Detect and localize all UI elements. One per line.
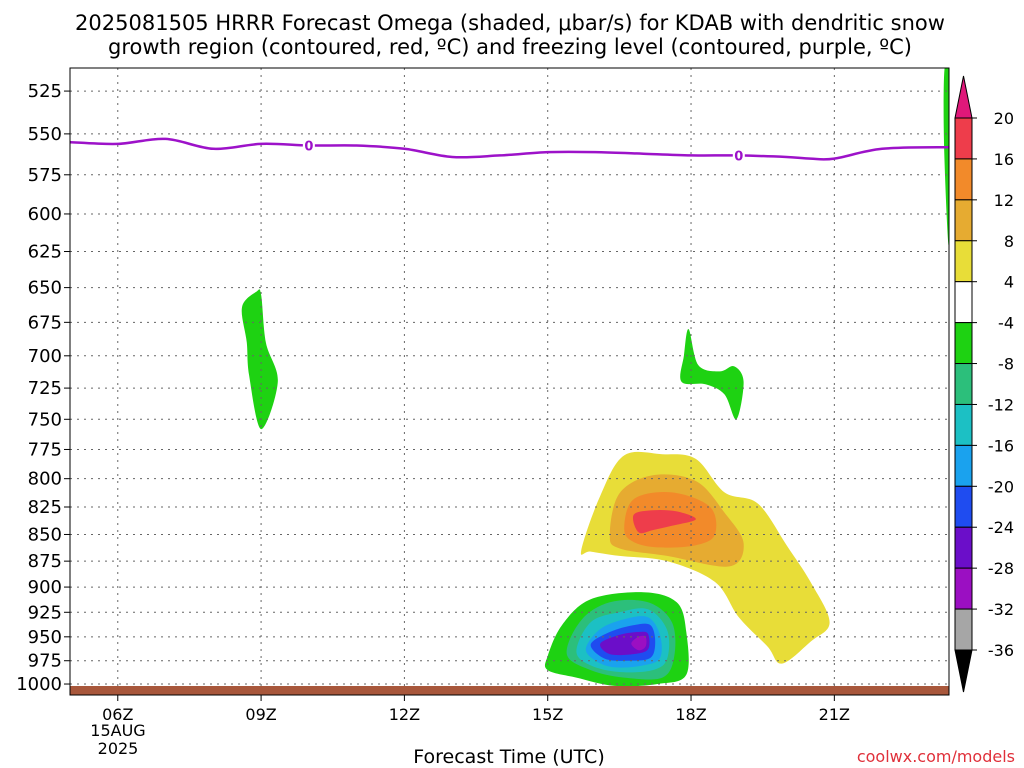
colorbar-label: -28	[988, 559, 1014, 578]
x-tick-label: 18Z	[675, 705, 706, 724]
colorbar-label: -4	[998, 314, 1014, 333]
credit-text: coolwx.com/models	[857, 747, 1015, 766]
omega-region-green-top-right	[943, 68, 949, 246]
plot-frame	[69, 67, 950, 696]
colorbar-swatch	[954, 403, 973, 446]
colorbar-swatch	[954, 117, 973, 160]
y-tick-label: 775	[28, 439, 62, 460]
colorbar-label: -20	[988, 477, 1014, 496]
colorbar-label: -12	[988, 395, 1014, 414]
colorbar-label: -36	[988, 641, 1014, 660]
chart-title-line-1: 2025081505 HRRR Forecast Omega (shaded, …	[75, 11, 945, 35]
colorbar-swatch	[954, 199, 973, 242]
y-tick-label: 550	[28, 124, 62, 145]
y-tick-label: 925	[28, 602, 62, 623]
x-tick-label: 21Z	[819, 705, 850, 724]
x-axis: 06Z 09Z 12Z 15Z 18Z 21Z	[102, 695, 850, 724]
y-tick-label: 625	[28, 242, 62, 263]
colorbar-swatch	[954, 363, 973, 405]
colorbar-label: 4	[1004, 273, 1014, 292]
omega-regions	[241, 68, 949, 687]
colorbar-label: -24	[988, 518, 1014, 537]
colorbar-label: -16	[988, 436, 1014, 455]
y-tick-label: 975	[28, 651, 62, 672]
y-tick-label: 800	[28, 469, 62, 490]
colorbar-swatch	[954, 281, 973, 324]
colorbar-swatch	[954, 322, 973, 365]
colorbar-label: 12	[994, 191, 1014, 210]
colorbar-label: -8	[998, 355, 1014, 374]
ground-band	[70, 686, 949, 695]
colorbar-label: 8	[1004, 232, 1014, 251]
y-axis: 525 550 575 600 625 650 675 700 725 750 775 800 825 8…	[16, 81, 70, 695]
y-tick-label: 750	[28, 409, 62, 430]
colorbar-swatch	[954, 608, 973, 651]
colorbar-swatch	[954, 485, 973, 528]
y-tick-label: 525	[28, 81, 62, 102]
y-tick-label: 875	[28, 551, 62, 572]
plot-area: 00	[70, 68, 949, 695]
y-tick-label: 900	[28, 577, 62, 598]
y-tick-label: 825	[28, 497, 62, 518]
freezing-level-label: 0	[304, 140, 313, 155]
freezing-level-line	[70, 137, 949, 161]
freezing-label-bg	[732, 147, 745, 163]
y-tick-label: 700	[28, 346, 62, 367]
y-tick-label: 575	[28, 165, 62, 186]
y-tick-label: 675	[28, 312, 62, 333]
y-tick-label: 650	[28, 278, 62, 299]
x-date-year: 2025	[98, 739, 139, 758]
colorbar-label: 16	[994, 150, 1014, 169]
x-date-day: 15AUG	[90, 721, 145, 740]
freezing-level-label: 0	[734, 149, 743, 164]
x-tick-label: 06Z	[102, 705, 133, 724]
colorbar-top-arrow	[954, 75, 973, 119]
x-axis-title: Forecast Time (UTC)	[413, 746, 604, 768]
colorbar-swatch	[954, 526, 973, 569]
omega-region-purple-core	[631, 635, 647, 651]
y-tick-label: 600	[28, 204, 62, 225]
colorbar-swatch	[954, 240, 973, 283]
chart-title-line-2: growth region (contoured, red, ºC) and f…	[108, 35, 912, 59]
colorbar-label: -32	[988, 600, 1014, 619]
y-tick-label: 1000	[16, 674, 62, 695]
colorbar-swatch	[954, 158, 973, 201]
x-tick-label: 09Z	[245, 705, 276, 724]
x-tick-label: 12Z	[389, 705, 420, 724]
colorbar-swatch	[954, 567, 973, 610]
y-tick-label: 725	[28, 378, 62, 399]
y-tick-label: 850	[28, 524, 62, 545]
y-tick-label: 950	[28, 627, 62, 648]
colorbar-label: 20	[994, 109, 1014, 128]
colorbar: 20 16 12 8 4 -4 -8 -12 -16 -20 -24 -28 -32 -36	[954, 75, 1014, 693]
freezing-label-bg	[302, 137, 315, 153]
freezing-level: 00	[70, 137, 949, 164]
colorbar-bottom-arrow	[954, 649, 973, 693]
colorbar-swatch	[954, 444, 973, 487]
x-tick-label: 15Z	[532, 705, 563, 724]
omega-region-green-09z	[241, 289, 278, 430]
omega-region-red-core	[632, 510, 696, 534]
omega-region-green-18z	[680, 329, 744, 420]
